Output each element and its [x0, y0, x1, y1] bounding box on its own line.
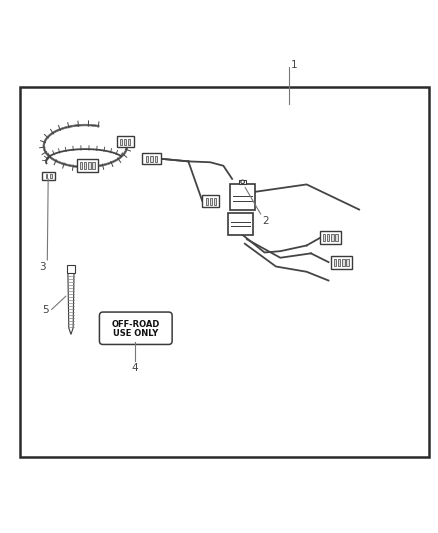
Bar — [88, 162, 91, 169]
Bar — [331, 255, 352, 269]
Bar — [202, 195, 219, 207]
Bar — [334, 259, 336, 266]
Text: 1: 1 — [290, 60, 297, 70]
Bar — [46, 174, 47, 178]
Text: 5: 5 — [42, 305, 49, 316]
Bar — [124, 139, 126, 145]
Bar — [117, 136, 134, 147]
Bar — [230, 184, 255, 209]
Bar — [239, 180, 247, 184]
Bar — [327, 233, 329, 241]
Bar — [323, 233, 325, 241]
Bar — [142, 153, 161, 165]
Bar — [146, 156, 148, 162]
Bar — [20, 87, 429, 457]
Bar — [214, 198, 216, 205]
Circle shape — [241, 180, 244, 184]
Bar — [120, 139, 122, 145]
Bar — [128, 139, 131, 145]
Bar — [336, 233, 338, 241]
Text: 4: 4 — [131, 363, 138, 373]
Bar — [346, 259, 349, 266]
Text: 3: 3 — [39, 262, 46, 272]
Bar — [210, 198, 212, 205]
Bar — [77, 159, 98, 172]
Bar — [338, 259, 340, 266]
Bar — [155, 156, 157, 162]
Bar — [84, 162, 86, 169]
Bar — [80, 162, 82, 169]
Bar — [150, 156, 153, 162]
Text: OFF-ROAD: OFF-ROAD — [112, 320, 160, 329]
Bar — [50, 174, 52, 178]
Text: 2: 2 — [262, 216, 268, 226]
Bar — [205, 198, 208, 205]
Polygon shape — [68, 271, 74, 334]
Text: USE ONLY: USE ONLY — [113, 329, 159, 338]
Bar — [42, 172, 55, 180]
Bar — [342, 259, 345, 266]
Bar — [67, 265, 75, 273]
Bar — [228, 213, 253, 235]
FancyBboxPatch shape — [99, 312, 172, 344]
Bar — [331, 233, 334, 241]
Bar — [320, 231, 341, 244]
Bar — [92, 162, 95, 169]
